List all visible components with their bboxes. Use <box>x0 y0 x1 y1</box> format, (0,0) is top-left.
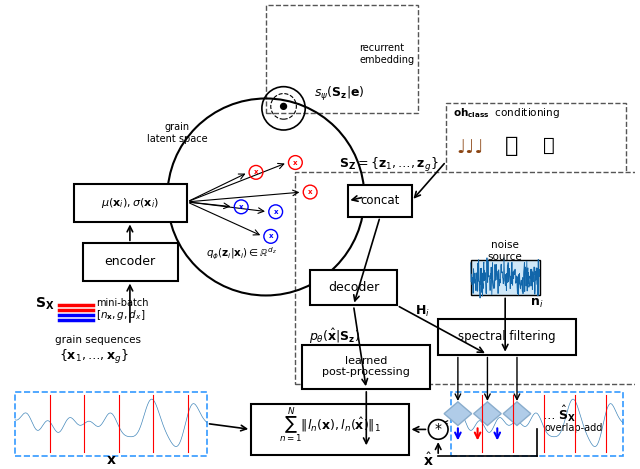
Text: spectral filtering: spectral filtering <box>458 330 556 343</box>
Text: overlap-add: overlap-add <box>545 424 603 433</box>
Text: $\{\mathbf{x}_1, \ldots, \mathbf{x}_g\}$: $\{\mathbf{x}_1, \ldots, \mathbf{x}_g\}$ <box>58 348 129 365</box>
FancyBboxPatch shape <box>15 392 207 455</box>
Text: x: x <box>273 209 278 215</box>
Text: encoder: encoder <box>104 256 156 268</box>
Text: x: x <box>308 189 312 195</box>
Polygon shape <box>503 402 531 425</box>
Text: $\mathbf{x}$: $\mathbf{x}$ <box>106 453 116 467</box>
Text: $\ldots$ $\hat{\mathbf{S}}_\mathbf{X}$: $\ldots$ $\hat{\mathbf{S}}_\mathbf{X}$ <box>541 404 576 424</box>
FancyBboxPatch shape <box>451 392 623 455</box>
FancyBboxPatch shape <box>266 5 419 113</box>
Text: *: * <box>435 423 442 437</box>
Text: $\sum_{n=1}^{N} \Vert l_n(\mathbf{x}), l_n(\hat{\mathbf{x}}) \Vert_1$: $\sum_{n=1}^{N} \Vert l_n(\mathbf{x}), l… <box>279 406 381 446</box>
Text: $\mathbf{S_Z} = \{\mathbf{z}_1, \ldots, \mathbf{z}_g\}$: $\mathbf{S_Z} = \{\mathbf{z}_1, \ldots, … <box>339 157 438 174</box>
Text: learned
post-processing: learned post-processing <box>323 356 410 377</box>
Text: x: x <box>253 169 258 175</box>
Text: 🎶: 🎶 <box>543 136 554 155</box>
Text: noise
source: noise source <box>488 240 522 262</box>
FancyBboxPatch shape <box>296 173 640 384</box>
Circle shape <box>428 420 448 439</box>
Text: concat: concat <box>360 195 400 207</box>
FancyBboxPatch shape <box>302 345 430 389</box>
Polygon shape <box>474 402 501 425</box>
Polygon shape <box>444 402 472 425</box>
FancyBboxPatch shape <box>74 184 187 222</box>
Text: mini-batch: mini-batch <box>97 298 149 308</box>
Text: $s_{\psi}(\mathbf{S_z}|\mathbf{e})$: $s_{\psi}(\mathbf{S_z}|\mathbf{e})$ <box>314 84 365 103</box>
FancyBboxPatch shape <box>470 260 540 295</box>
Text: recurrent
embedding: recurrent embedding <box>360 43 415 65</box>
FancyBboxPatch shape <box>438 319 576 355</box>
FancyBboxPatch shape <box>251 404 409 455</box>
Text: x: x <box>269 234 273 239</box>
Text: x: x <box>293 159 298 166</box>
FancyBboxPatch shape <box>446 104 627 182</box>
Text: grain
latent space: grain latent space <box>147 122 207 144</box>
FancyBboxPatch shape <box>83 243 178 281</box>
Text: $q_\phi(\mathbf{z}_i|\mathbf{x}_i) \in \mathbb{R}^{d_z}$: $q_\phi(\mathbf{z}_i|\mathbf{x}_i) \in \… <box>205 246 276 262</box>
Text: $p_\theta(\hat{\mathbf{x}}|\mathbf{S_z})$: $p_\theta(\hat{\mathbf{x}}|\mathbf{S_z})… <box>309 327 360 347</box>
Text: $\mathbf{S_X}$: $\mathbf{S_X}$ <box>35 295 54 311</box>
Text: $\mathbf{H}_i$: $\mathbf{H}_i$ <box>415 304 429 319</box>
FancyBboxPatch shape <box>348 185 412 217</box>
Text: decoder: decoder <box>328 281 379 294</box>
Text: $\mathbf{oh_{class}}$  conditioning: $\mathbf{oh_{class}}$ conditioning <box>453 106 560 120</box>
Text: $\mu(\mathbf{x}_i), \sigma(\mathbf{x}_i)$: $\mu(\mathbf{x}_i), \sigma(\mathbf{x}_i)… <box>101 196 159 210</box>
Text: $\mathbf{n}_i$: $\mathbf{n}_i$ <box>530 297 543 310</box>
Text: $[n_\mathbf{x}, g, d_x]$: $[n_\mathbf{x}, g, d_x]$ <box>97 308 146 322</box>
Text: x: x <box>239 204 243 210</box>
Circle shape <box>280 104 287 109</box>
Text: grain sequences: grain sequences <box>56 335 141 345</box>
Text: $\hat{\mathbf{x}}$: $\hat{\mathbf{x}}$ <box>423 451 434 469</box>
Text: 🎻: 🎻 <box>505 136 518 156</box>
Text: ♩♩♩: ♩♩♩ <box>456 138 484 157</box>
FancyBboxPatch shape <box>310 270 397 305</box>
